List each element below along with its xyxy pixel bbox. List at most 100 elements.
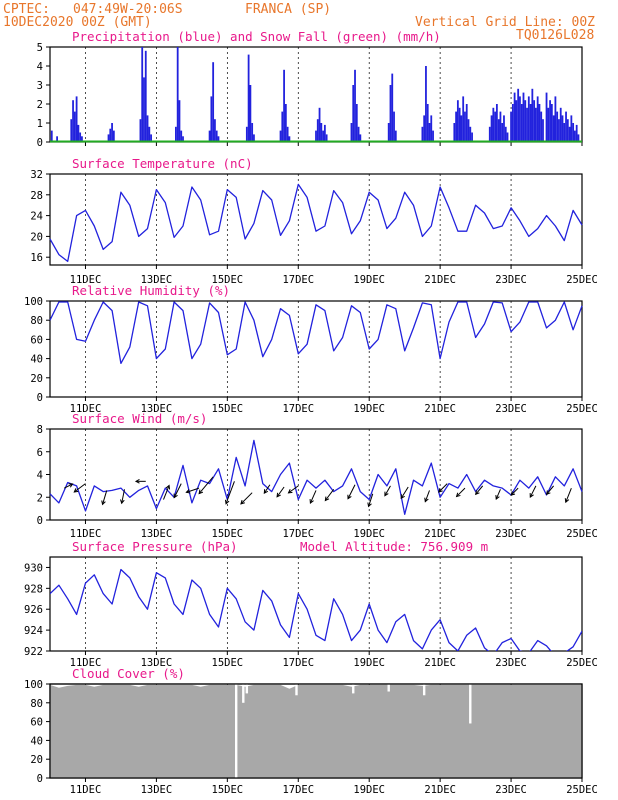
precip-bar <box>245 126 248 142</box>
wind-arrow-head <box>324 496 330 502</box>
precip-bar <box>494 111 497 142</box>
precip-bar <box>421 126 424 142</box>
precip-bar <box>387 123 390 142</box>
rh-title: Relative Humidity (%) <box>72 283 230 298</box>
precip-bar <box>354 69 356 142</box>
precip-bar <box>112 130 115 142</box>
precip-bar <box>566 119 569 142</box>
xtick-label: 23DEC <box>495 528 527 540</box>
ytick-label: 60 <box>30 334 43 346</box>
precip-bar <box>545 92 548 142</box>
precip-bar <box>432 130 434 142</box>
cloud-gap <box>387 684 390 692</box>
precip-bar <box>357 126 360 142</box>
xtick-label: 17DEC <box>282 528 314 540</box>
xtick-label: 15DEC <box>212 784 244 796</box>
ytick-label: 5 <box>37 42 43 54</box>
ytick-label: 100 <box>24 296 43 308</box>
wind-arrow-head <box>134 478 140 484</box>
xtick-label: 21DEC <box>424 403 456 415</box>
precip-bar <box>215 130 218 142</box>
xtick-label: 15DEC <box>212 274 244 286</box>
ytick-label: 4 <box>37 61 43 73</box>
xtick-label: 19DEC <box>353 274 385 286</box>
wind-arrow <box>309 490 317 504</box>
xtick-label: 23DEC <box>495 274 527 286</box>
xtick-label: 13DEC <box>141 528 173 540</box>
precip-bar <box>556 111 559 142</box>
header-source: CPTEC: <box>3 2 50 17</box>
precip-bar <box>208 130 211 142</box>
precip-bar <box>320 123 323 142</box>
ytick-label: 28 <box>30 190 43 202</box>
precip-bar <box>572 123 575 142</box>
precip-bar <box>141 47 144 142</box>
panel-1: 16 20 24 28 32 11DEC 13DEC 15DEC 17DEC 19DEC 21DEC… <box>30 169 597 286</box>
wind-arrow <box>510 487 519 496</box>
wind-arrow-head <box>424 497 429 503</box>
wind-arrow <box>438 483 448 493</box>
xtick-label: 21DEC <box>424 274 456 286</box>
cloud-gap <box>242 684 245 703</box>
ytick-label: 24 <box>30 211 43 223</box>
precip-bar <box>428 123 431 142</box>
precip-bar <box>178 100 181 142</box>
cloud-gap <box>245 684 249 694</box>
header-coords: 047:49W-20:06S <box>73 2 183 17</box>
precip-bar <box>495 104 498 142</box>
xtick-label: 11DEC <box>70 403 102 415</box>
precip-bar <box>467 119 470 142</box>
wind-speed-line <box>49 439 583 515</box>
precip-bar <box>148 126 151 142</box>
panel-frame <box>49 556 583 652</box>
precip-bar <box>73 111 76 142</box>
precip-bar <box>150 134 152 142</box>
precip-bar <box>75 96 78 142</box>
xtick-label: 17DEC <box>282 274 314 286</box>
xtick-label: 25DEC <box>566 528 598 540</box>
precip-bar <box>460 115 463 142</box>
precip-bar <box>288 136 291 142</box>
wind-arrow <box>288 485 299 494</box>
pressure-title: Surface Pressure (hPa) <box>72 539 238 554</box>
wind-arrow-head <box>287 489 293 494</box>
wind-arrow <box>263 484 271 494</box>
ytick-label: 60 <box>30 717 43 729</box>
wind-arrow <box>225 481 235 504</box>
wind-arrow <box>276 486 285 498</box>
precip-bar <box>570 115 573 142</box>
header-grid-note: Vertical Grid Line: 00Z <box>415 15 595 30</box>
wind-arrow <box>347 484 356 499</box>
ytick-label: 2 <box>37 492 43 504</box>
xtick-label: 13DEC <box>141 784 173 796</box>
precip-bar <box>510 111 512 142</box>
xtick-label: 11DEC <box>70 784 102 796</box>
ytick-label: 6 <box>37 447 43 459</box>
xtick-label: 13DEC <box>141 657 173 669</box>
temperature-line <box>49 183 583 263</box>
ytick-label: 3 <box>37 80 43 92</box>
panel-2: 0 20 40 60 80 100 11DEC 13DEC 15DEC 17DEC 19DEC 21D… <box>24 296 598 415</box>
precip-bar <box>465 104 468 142</box>
wind-arrow-head <box>545 490 551 496</box>
precip-bar <box>281 111 284 142</box>
precip-bar <box>542 119 544 142</box>
cloud-gap <box>469 684 472 724</box>
precip-bar <box>506 132 509 142</box>
precip-bar <box>109 128 112 142</box>
ytick-label: 0 <box>37 515 43 527</box>
precip-bar <box>455 111 457 142</box>
pressure-line-group <box>50 568 582 651</box>
precip-bar <box>352 85 355 142</box>
precip-bar <box>524 100 527 142</box>
cloud-cover-area <box>50 684 582 778</box>
panel-frame <box>49 173 583 266</box>
cloud-title: Cloud Cover (%) <box>72 666 185 681</box>
precip-bar <box>79 132 82 142</box>
precip-bar <box>527 96 530 142</box>
wind-arrow <box>400 486 409 499</box>
wind-arrow-head <box>475 490 480 496</box>
wind-arrow-head <box>240 499 245 505</box>
